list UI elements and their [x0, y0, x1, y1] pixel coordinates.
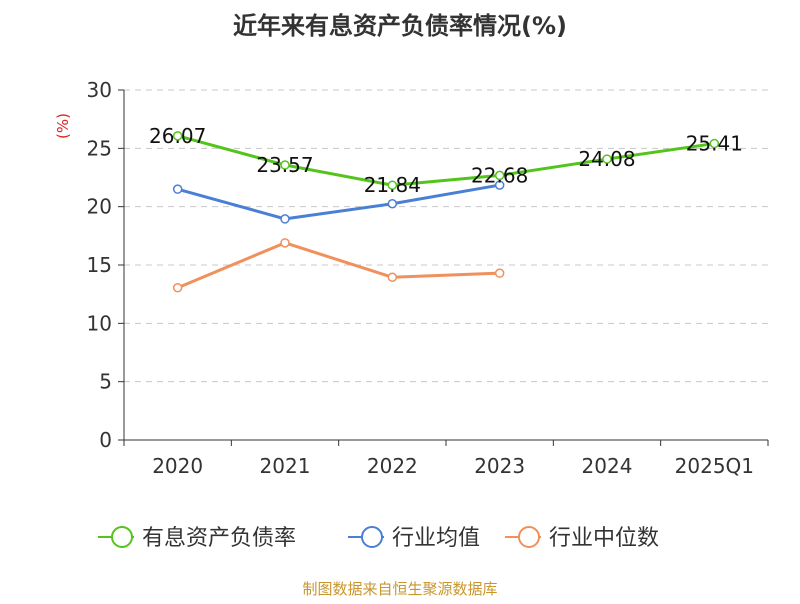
legend-item[interactable]: 行业均值 — [348, 526, 480, 551]
data-point[interactable] — [280, 238, 290, 248]
legend-label: 行业中位数 — [549, 526, 659, 551]
legend-marker — [518, 526, 540, 548]
data-label: 21.84 — [364, 173, 421, 197]
data-point[interactable] — [280, 160, 290, 170]
series-line — [176, 241, 502, 290]
data-label: 23.57 — [256, 153, 313, 177]
data-point[interactable] — [494, 180, 505, 190]
y-tick-label: 0 — [99, 428, 112, 452]
series-lines — [172, 131, 720, 293]
chart-title: 近年来有息资产负债率情况(%) — [233, 12, 567, 40]
source-footer: 制图数据来自恒生聚源数据库 — [302, 580, 497, 598]
data-point[interactable] — [494, 268, 505, 278]
data-label: 24.08 — [578, 147, 635, 171]
data-point[interactable] — [602, 154, 612, 164]
data-point[interactable] — [172, 184, 183, 194]
series-0 — [172, 131, 720, 190]
x-tick-label: 2022 — [367, 454, 418, 478]
y-tick-label: 30 — [87, 78, 112, 102]
x-tick-label: 2023 — [474, 454, 525, 478]
x-tick-label: 2020 — [152, 454, 203, 478]
data-point[interactable] — [709, 138, 720, 149]
x-tick-label: 2024 — [582, 454, 633, 478]
x-tick-label: 2021 — [260, 454, 311, 478]
data-label: 25.41 — [686, 132, 743, 156]
series-2 — [172, 238, 505, 293]
data-label: 26.07 — [149, 124, 206, 148]
data-point[interactable] — [387, 180, 398, 190]
y-tick-label: 5 — [99, 370, 112, 394]
legend-item[interactable]: 有息资产负债率 — [98, 526, 296, 551]
series-1 — [172, 180, 505, 224]
data-labels: 26.07 23.57 21.84 22.68 24.08 25.41 — [149, 124, 743, 197]
data-point[interactable] — [280, 214, 290, 224]
data-point[interactable] — [494, 170, 505, 181]
grid-lines — [124, 89, 768, 383]
legend-marker — [111, 526, 133, 548]
data-label: 22.68 — [471, 163, 528, 187]
data-point[interactable] — [387, 199, 398, 209]
y-axis-label: (%) — [54, 113, 72, 139]
series-line — [176, 134, 716, 187]
legend-label: 行业均值 — [392, 526, 480, 551]
y-tick-label: 15 — [87, 253, 112, 277]
y-tick-label: 20 — [87, 195, 112, 219]
legend-item[interactable]: 行业中位数 — [505, 526, 659, 551]
axes: 0 5 10 15 20 25 30 2020 2021 2022 2023 2024 2025Q1 — [87, 78, 769, 478]
legend-marker — [361, 526, 383, 548]
data-point[interactable] — [172, 283, 183, 293]
data-point[interactable] — [387, 272, 398, 282]
x-tick-label: 2025Q1 — [675, 454, 754, 478]
series-line — [176, 183, 502, 221]
legend[interactable]: 有息资产负债率 行业均值 行业中位数 — [98, 526, 659, 551]
legend-label: 有息资产负债率 — [142, 526, 296, 551]
y-tick-label: 25 — [87, 136, 112, 160]
y-tick-label: 10 — [87, 311, 112, 335]
data-point[interactable] — [172, 131, 183, 141]
